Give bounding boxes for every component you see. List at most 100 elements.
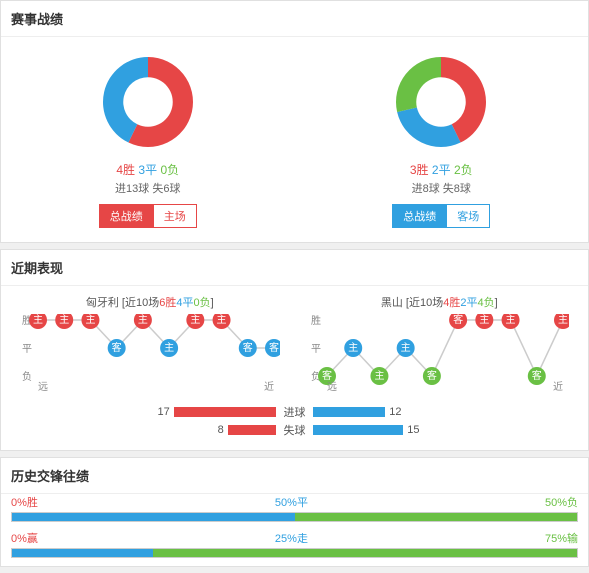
bar-left: [228, 425, 276, 435]
svg-text:主: 主: [375, 370, 385, 382]
team-name: 匈牙利: [86, 297, 119, 309]
hist-seg: [12, 513, 295, 521]
bar-left: [174, 407, 276, 417]
svg-text:主: 主: [558, 314, 568, 326]
team-name: 黑山: [381, 297, 403, 309]
form-chart-right: 胜平负客主主主客客主主客主远近: [309, 314, 569, 394]
hist-label: 75%输: [545, 530, 578, 546]
svg-text:近: 近: [264, 380, 274, 393]
history-row-1: 0%胜 50%平 50%负: [1, 494, 588, 530]
win-label: 4胜: [116, 163, 135, 177]
history-panel: 历史交锋往绩 0%胜 50%平 50%负 0%赢 25%走 75%输: [0, 457, 589, 567]
rec-d: 2平: [460, 297, 477, 309]
rec-l: 0负: [193, 297, 210, 309]
rec-suffix: ]: [495, 297, 498, 309]
donut-row: 4胜 3平 0负 进13球 失6球 总战绩主场 3胜 2平 2负 进8球 失8球…: [1, 37, 588, 242]
hist-seg: [153, 549, 577, 557]
bar-right: [313, 425, 403, 435]
btn-overall[interactable]: 总战绩: [392, 204, 447, 228]
goal-bars: 17 进球 12 8 失球 15: [1, 398, 588, 450]
bar-mid-label: 进球: [276, 404, 313, 420]
lose-label: 0负: [160, 163, 179, 177]
donut-left-col: 4胜 3平 0负 进13球 失6球 总战绩主场: [1, 47, 295, 228]
svg-text:客: 客: [453, 314, 463, 326]
svg-text:客: 客: [532, 369, 542, 382]
bar-row: 8 失球 15: [1, 422, 588, 438]
hist-bar: [11, 548, 578, 558]
recent-form-panel: 近期表现 匈牙利 [近10场6胜4平0负] 胜平负主主主客主主主主客客远近 黑山…: [0, 249, 589, 451]
form-right-col: 黑山 [近10场4胜2平4负] 胜平负客主主主客客主主客主远近: [295, 294, 585, 394]
svg-text:主: 主: [85, 314, 95, 326]
svg-text:远: 远: [38, 381, 48, 393]
rec-w: 6胜: [159, 297, 176, 309]
svg-text:主: 主: [216, 314, 226, 326]
bar-right-value: 12: [389, 406, 401, 418]
bar-row: 17 进球 12: [1, 404, 588, 420]
svg-text:平: 平: [22, 344, 32, 355]
recent-form-title: 近期表现: [1, 250, 588, 286]
svg-text:主: 主: [164, 342, 174, 354]
svg-text:主: 主: [59, 314, 69, 326]
rec-suffix: ]: [211, 297, 214, 309]
bar-right: [313, 407, 385, 417]
hist-bar: [11, 512, 578, 522]
hist-label: 50%负: [545, 494, 578, 510]
bar-left-value: 8: [218, 424, 224, 436]
btn-group-right: 总战绩客场: [392, 204, 490, 228]
btn-venue[interactable]: 客场: [447, 204, 490, 228]
svg-text:主: 主: [348, 342, 358, 354]
svg-text:主: 主: [190, 314, 200, 326]
donut-chart-left: [93, 47, 203, 157]
svg-text:主: 主: [33, 314, 43, 326]
hist-label: 0%胜: [11, 494, 38, 510]
svg-text:客: 客: [111, 341, 121, 354]
svg-text:客: 客: [243, 341, 253, 354]
form-left-title: 匈牙利 [近10场6胜4平0负]: [5, 294, 295, 310]
btn-venue[interactable]: 主场: [154, 204, 197, 228]
svg-text:客: 客: [427, 369, 437, 382]
bar-left-value: 17: [158, 406, 170, 418]
history-row-2: 0%赢 25%走 75%输: [1, 530, 588, 566]
svg-text:客: 客: [322, 369, 332, 382]
btn-group-left: 总战绩主场: [99, 204, 197, 228]
rec-prefix: [近10场: [406, 297, 443, 309]
svg-text:近: 近: [553, 380, 563, 393]
hist-seg: [12, 549, 153, 557]
form-left-col: 匈牙利 [近10场6胜4平0负] 胜平负主主主客主主主主客客远近: [5, 294, 295, 394]
svg-text:主: 主: [480, 314, 490, 326]
svg-text:远: 远: [327, 381, 337, 393]
hist-label: 0%赢: [11, 530, 38, 546]
history-title: 历史交锋往绩: [1, 458, 588, 494]
donut-chart-right: [386, 47, 496, 157]
rec-prefix: [近10场: [122, 297, 159, 309]
svg-text:负: 负: [22, 370, 32, 383]
bar-right-value: 15: [407, 424, 419, 436]
hist-labels: 0%胜 50%平 50%负: [11, 494, 578, 510]
lose-label: 2负: [454, 163, 473, 177]
svg-text:主: 主: [506, 314, 516, 326]
svg-text:胜: 胜: [311, 315, 321, 327]
hist-label: 50%平: [275, 494, 308, 510]
stat-line-right: 3胜 2平 2负: [295, 161, 589, 178]
rec-w: 4胜: [443, 297, 460, 309]
svg-text:主: 主: [401, 342, 411, 354]
donut-right-col: 3胜 2平 2负 进8球 失8球 总战绩客场: [295, 47, 589, 228]
draw-label: 3平: [138, 163, 157, 177]
form-chart-left: 胜平负主主主客主主主主客客远近: [20, 314, 280, 394]
form-right-title: 黑山 [近10场4胜2平4负]: [295, 294, 585, 310]
hist-label: 25%走: [275, 530, 308, 546]
goals-right: 进8球 失8球: [295, 180, 589, 196]
match-record-title: 赛事战绩: [1, 1, 588, 37]
svg-text:客: 客: [269, 341, 279, 354]
stat-line-left: 4胜 3平 0负: [1, 161, 295, 178]
goals-left: 进13球 失6球: [1, 180, 295, 196]
bar-mid-label: 失球: [276, 422, 313, 438]
btn-overall[interactable]: 总战绩: [99, 204, 154, 228]
svg-text:平: 平: [311, 344, 321, 355]
win-label: 3胜: [410, 163, 429, 177]
svg-text:主: 主: [138, 314, 148, 326]
form-row: 匈牙利 [近10场6胜4平0负] 胜平负主主主客主主主主客客远近 黑山 [近10…: [1, 286, 588, 398]
hist-labels: 0%赢 25%走 75%输: [11, 530, 578, 546]
draw-label: 2平: [432, 163, 451, 177]
rec-l: 4负: [477, 297, 494, 309]
